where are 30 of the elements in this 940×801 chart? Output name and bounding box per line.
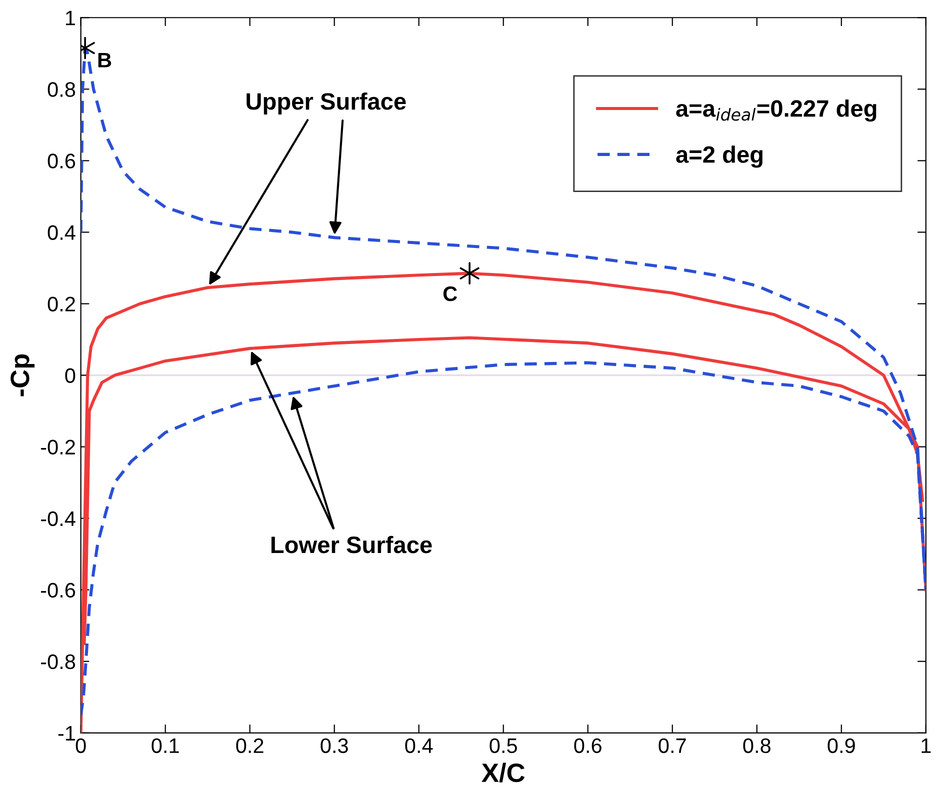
legend-label: a=a$_{ideal}$=0.227 deg	[676, 100, 876, 122]
y-tick-label: 1	[66, 10, 75, 26]
x-axis-title: X/C	[482, 762, 525, 782]
x-tick-label: 0.9	[828, 738, 855, 754]
annotation: Lower Surface	[271, 536, 432, 554]
y-tick-label: -0.6	[41, 582, 76, 598]
y-tick-label: 0.2	[48, 296, 75, 312]
x-tick-label: 0.2	[236, 738, 264, 754]
annotation: C	[443, 286, 458, 302]
y-tick-label: 0.6	[48, 154, 76, 168]
legend-label: a=2 deg	[676, 146, 762, 168]
y-tick-label: -0.4	[41, 511, 76, 526]
x-tick-label: 0.4	[405, 738, 433, 754]
x-tick-label: 0.3	[320, 738, 348, 754]
x-tick-label: 0.1	[152, 738, 179, 754]
y-tick-label: 0	[65, 368, 76, 384]
x-tick-label: 0.6	[574, 738, 602, 754]
y-tick-label: -0.8	[41, 654, 76, 670]
x-tick-label: 0.8	[743, 738, 770, 754]
x-tick-label: 1	[922, 738, 931, 753]
y-tick-label: 0.4	[48, 225, 76, 240]
y-tick-label: -1	[58, 726, 75, 740]
x-tick-label: 0.5	[490, 738, 517, 754]
annotation: B	[98, 52, 112, 68]
annotation: Upper Surface	[246, 92, 406, 114]
x-tick-label: 0.7	[658, 738, 686, 754]
y-tick-label: -0.2	[41, 440, 75, 455]
y-axis-title: -Cp	[10, 354, 35, 396]
y-tick-label: 0.8	[48, 82, 76, 97]
x-tick-label: 0	[76, 738, 86, 754]
